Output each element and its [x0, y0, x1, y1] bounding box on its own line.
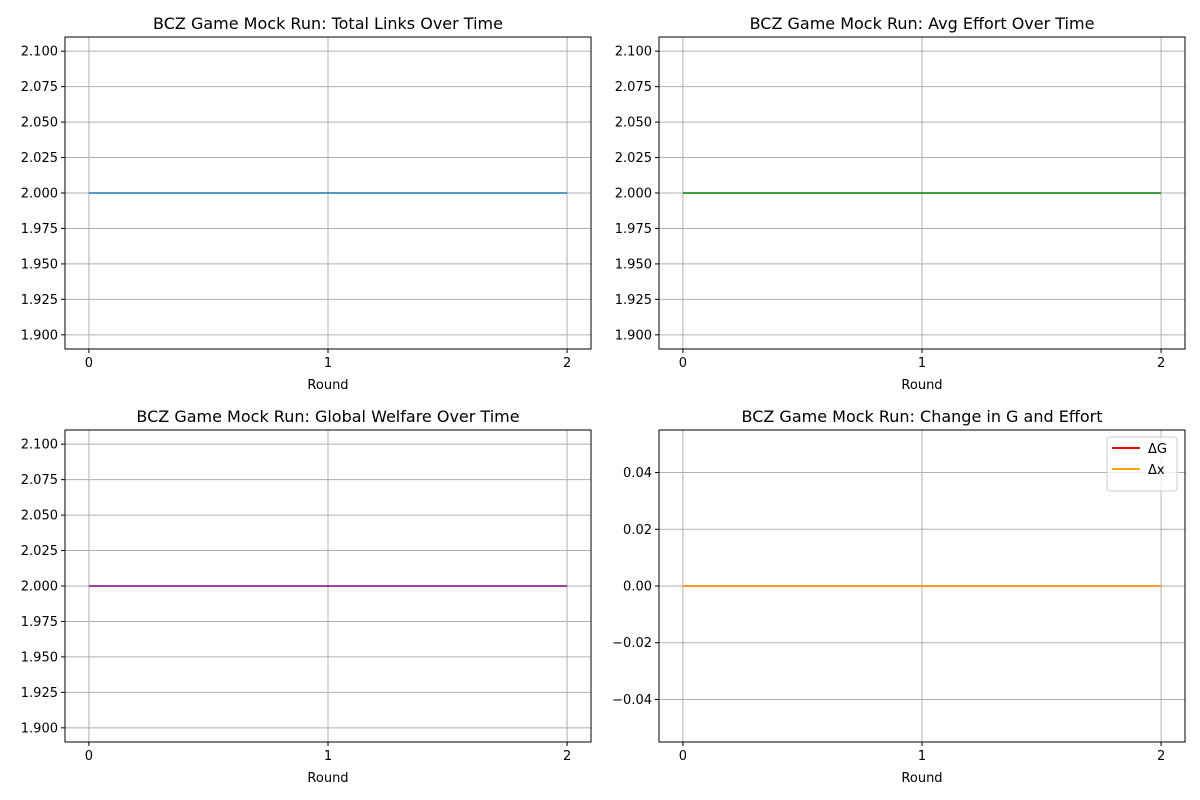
chart-total-links: BCZ Game Mock Run: Total Links Over Time…: [21, 14, 592, 393]
y-tick-label: 1.900: [21, 328, 58, 343]
axes-frame: [658, 36, 1186, 350]
axes-frame: [64, 429, 592, 743]
y-tick-label: 1.925: [21, 686, 58, 701]
x-tick-label: 2: [563, 356, 571, 371]
x-axis-label: Round: [901, 771, 942, 786]
x-tick-label: 2: [1157, 356, 1165, 371]
y-tick-label: 2.000: [615, 187, 652, 202]
legend-label: ΔG: [1148, 442, 1167, 457]
y-tick-label: 2.000: [21, 580, 58, 595]
x-tick-label: 2: [563, 749, 571, 764]
y-tick-label: 1.900: [615, 328, 652, 343]
y-tick-label: 2.100: [615, 45, 652, 60]
y-tick-label: 2.000: [21, 187, 58, 202]
y-tick-label: 2.100: [21, 438, 58, 453]
x-tick-label: 1: [324, 749, 332, 764]
y-tick-label: 1.925: [21, 293, 58, 308]
axes-frame: [64, 36, 592, 350]
y-tick-label: 1.950: [21, 257, 58, 272]
x-axis-label: Round: [307, 771, 348, 786]
y-tick-label: 2.050: [21, 509, 58, 524]
y-tick-label: 2.025: [615, 151, 652, 166]
x-tick-label: 0: [679, 356, 687, 371]
x-axis-label: Round: [307, 378, 348, 393]
y-tick-label: 2.025: [21, 151, 58, 166]
ticks: 0 1 2 −0.04 −0.02 0.00 0.02 0.04: [612, 466, 1165, 764]
chart-title: BCZ Game Mock Run: Avg Effort Over Time: [750, 14, 1095, 33]
y-tick-label: 1.950: [615, 257, 652, 272]
y-tick-label: 1.975: [21, 615, 58, 630]
y-tick-label: 1.925: [615, 293, 652, 308]
y-tick-label: 2.100: [21, 45, 58, 60]
x-tick-label: 0: [679, 749, 687, 764]
x-tick-label: 0: [85, 749, 93, 764]
ticks: 0 1 2 1.900 1.925 1.950 1.975 2.000 2.025 2.050 2.…: [21, 438, 571, 764]
y-tick-label: 2.025: [21, 544, 58, 559]
y-tick-label: 0.00: [623, 580, 652, 595]
y-tick-label: 1.975: [21, 222, 58, 237]
y-tick-label: 2.075: [21, 80, 58, 95]
y-tick-label: 2.050: [21, 116, 58, 131]
chart-title: BCZ Game Mock Run: Global Welfare Over T…: [136, 407, 519, 426]
x-axis-label: Round: [901, 378, 942, 393]
y-tick-label: 0.04: [623, 466, 652, 481]
legend-box: [1106, 436, 1178, 492]
x-tick-label: 1: [918, 749, 926, 764]
x-tick-label: 1: [324, 356, 332, 371]
legend: ΔG Δx: [1106, 436, 1178, 492]
y-tick-label: 1.950: [21, 650, 58, 665]
chart-change-g-effort: BCZ Game Mock Run: Change in G and Effor…: [612, 407, 1186, 786]
axes-frame: [658, 429, 1186, 743]
y-tick-label: 1.900: [21, 721, 58, 736]
y-tick-label: −0.02: [612, 636, 652, 651]
ticks: 0 1 2 1.900 1.925 1.950 1.975 2.000 2.025 2.050 2.…: [615, 45, 1165, 371]
y-tick-label: −0.04: [612, 693, 652, 708]
x-tick-label: 0: [85, 356, 93, 371]
y-tick-label: 1.975: [615, 222, 652, 237]
y-tick-label: 2.050: [615, 116, 652, 131]
x-tick-label: 1: [918, 356, 926, 371]
y-tick-label: 2.075: [615, 80, 652, 95]
x-tick-label: 2: [1157, 749, 1165, 764]
chart-avg-effort: BCZ Game Mock Run: Avg Effort Over Time …: [615, 14, 1186, 393]
y-tick-label: 0.02: [623, 523, 652, 538]
y-tick-label: 2.075: [21, 473, 58, 488]
chart-global-welfare: BCZ Game Mock Run: Global Welfare Over T…: [21, 407, 592, 786]
legend-label: Δx: [1148, 463, 1165, 478]
grid: [65, 430, 591, 742]
chart-title: BCZ Game Mock Run: Total Links Over Time: [153, 14, 503, 33]
ticks: 0 1 2 1.900 1.925 1.950 1.975 2.000 2.025 2.050 2.…: [21, 45, 571, 371]
chart-title: BCZ Game Mock Run: Change in G and Effor…: [742, 407, 1103, 426]
